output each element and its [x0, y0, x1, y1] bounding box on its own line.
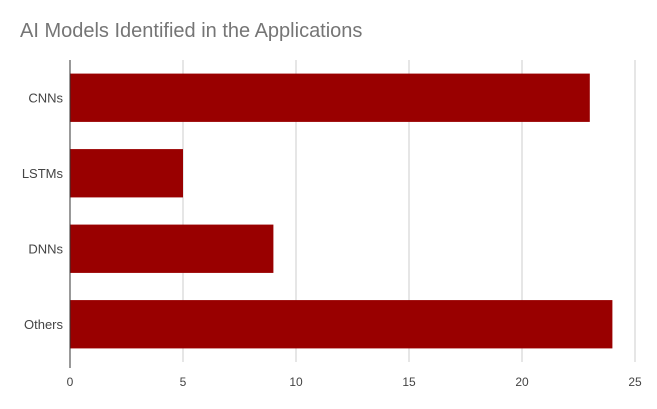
category-label: CNNs [28, 90, 63, 105]
bar-cnns [70, 73, 590, 122]
chart-title: AI Models Identified in the Applications [20, 20, 363, 42]
x-tick-label: 25 [628, 375, 642, 389]
x-tick-label: 10 [289, 375, 303, 389]
bar-dnns [70, 224, 274, 273]
category-label: LSTMs [22, 166, 64, 181]
category-label: Others [24, 317, 64, 332]
category-label: DNNs [28, 241, 63, 256]
x-tick-label: 20 [515, 375, 529, 389]
bar-others [70, 300, 613, 349]
x-tick-label: 0 [67, 375, 74, 389]
x-tick-label: 15 [402, 375, 416, 389]
labels: 0 5 10 15 20 25 CNNs LSTMs DNNs Others [22, 90, 642, 389]
bar-lstms [70, 149, 183, 198]
x-tick-label: 5 [180, 375, 187, 389]
bars [70, 73, 613, 349]
